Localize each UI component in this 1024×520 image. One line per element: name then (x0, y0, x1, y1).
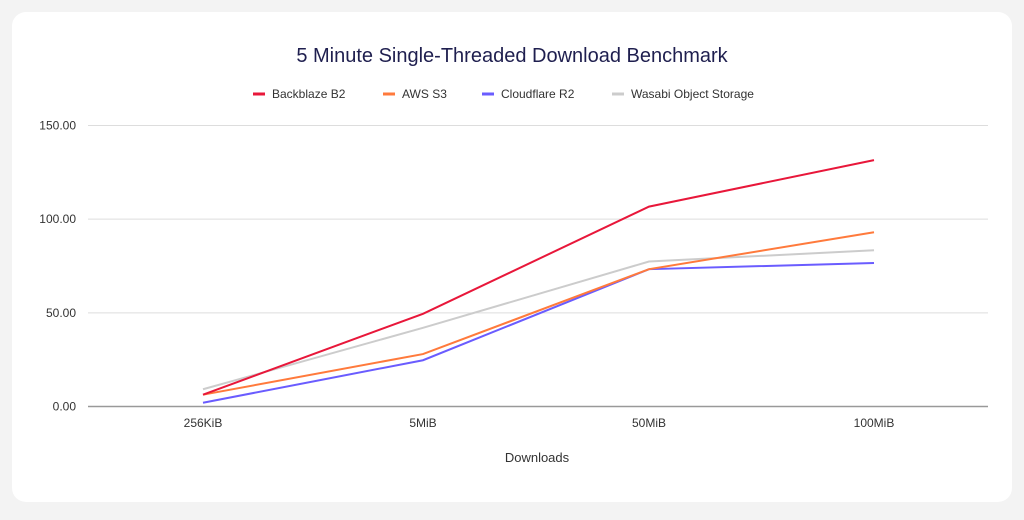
chart-title: 5 Minute Single-Threaded Download Benchm… (296, 45, 728, 67)
legend-label: Wasabi Object Storage (631, 87, 754, 101)
legend-item: AWS S3 (383, 87, 447, 101)
series-lines (202, 159, 875, 404)
y-tick-label: 100.00 (39, 212, 76, 226)
x-axis-label: Downloads (505, 450, 570, 465)
legend-item: Wasabi Object Storage (612, 87, 754, 101)
legend-label: Cloudflare R2 (501, 87, 575, 101)
legend-item: Cloudflare R2 (482, 87, 575, 101)
series-line-0 (202, 159, 875, 396)
y-tick-label: 0.00 (53, 400, 77, 414)
y-tick-label: 150.00 (39, 119, 76, 133)
x-tick-label: 50MiB (632, 416, 666, 430)
chart-card (12, 12, 1012, 502)
series-line-3 (202, 249, 875, 391)
series-line-2 (202, 262, 875, 404)
legend-label: AWS S3 (402, 87, 447, 101)
x-tick-label: 100MiB (854, 416, 895, 430)
legend-label: Backblaze B2 (272, 87, 346, 101)
x-tick-label: 5MiB (409, 416, 436, 430)
x-tick-label: 256KiB (184, 416, 223, 430)
legend: Backblaze B2 AWS S3 Cloudflare R2 Wasabi Ob… (253, 87, 754, 101)
series-line-1 (202, 231, 875, 396)
y-tick-label: 50.00 (46, 306, 76, 320)
legend-item: Backblaze B2 (253, 87, 346, 101)
